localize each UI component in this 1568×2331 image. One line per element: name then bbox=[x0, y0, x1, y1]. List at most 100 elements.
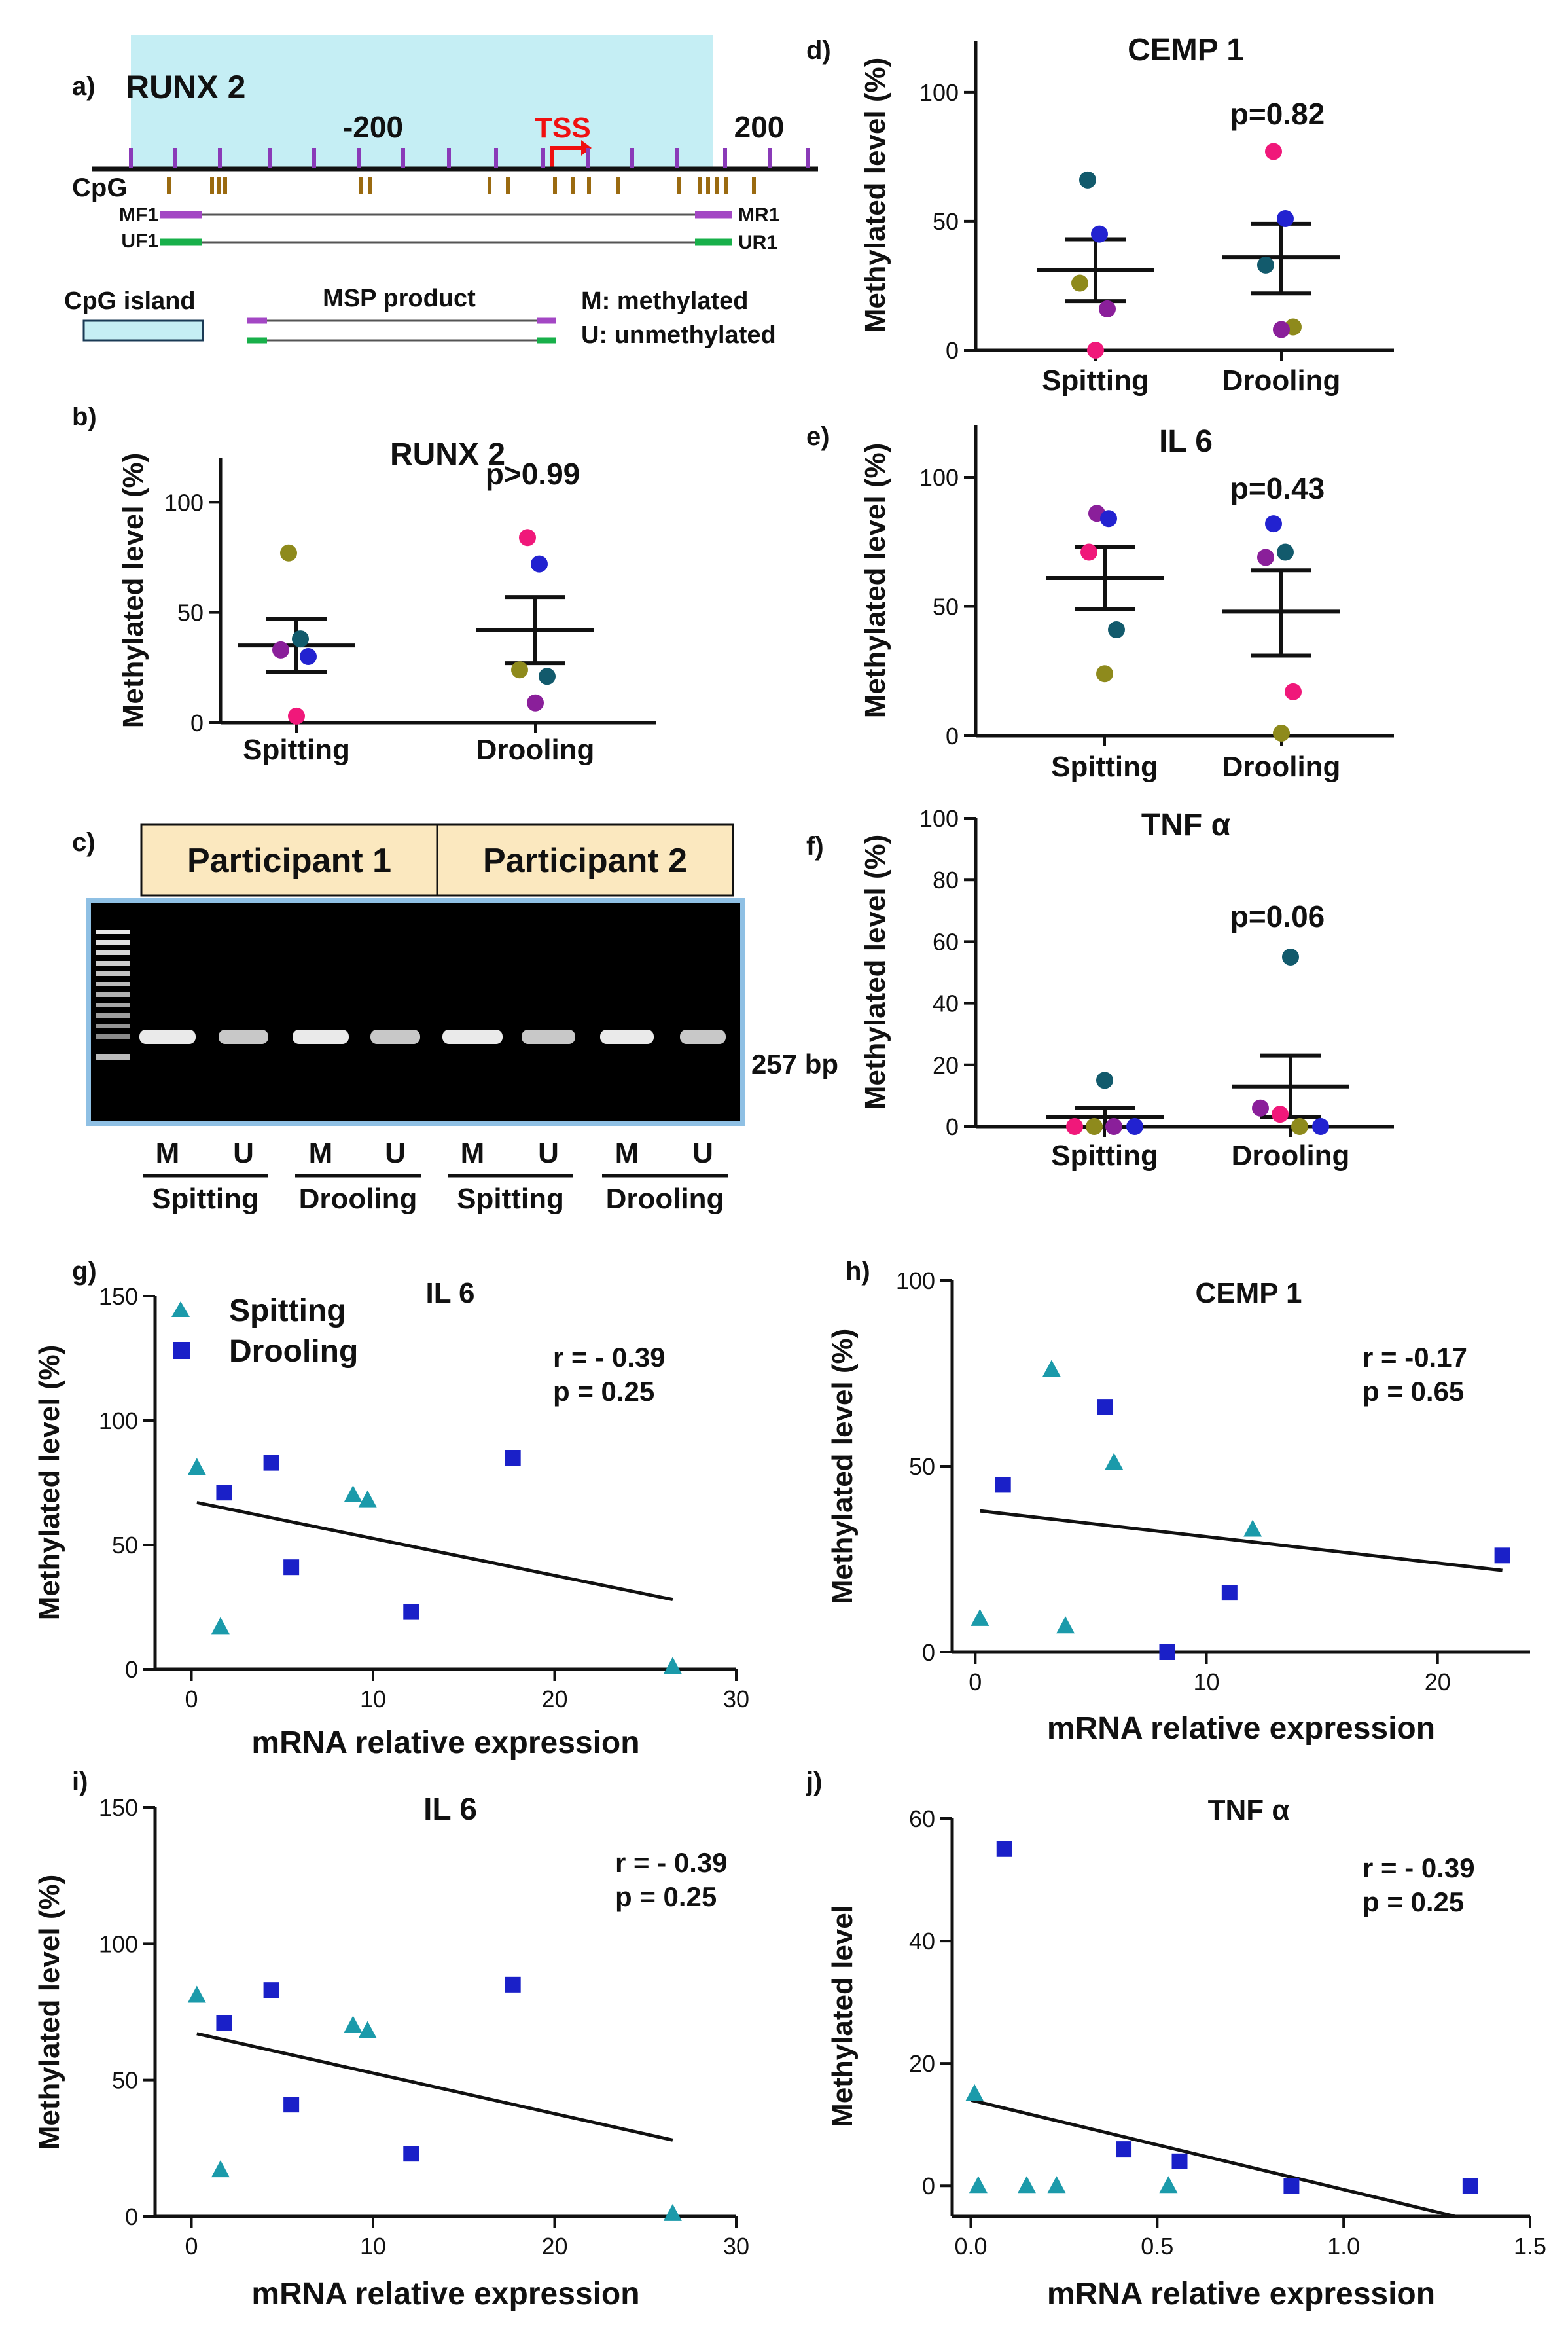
x-axis-label: mRNA relative expression bbox=[251, 1726, 639, 1760]
spitting-point bbox=[969, 2176, 988, 2194]
lane-label: U bbox=[538, 1137, 559, 1169]
legend-msp-label: MSP product bbox=[323, 285, 476, 312]
legend-unmethylated: U: unmethylated bbox=[581, 321, 776, 349]
gel-band bbox=[680, 1030, 726, 1044]
y-axis-label: Methylated level (%) bbox=[859, 443, 891, 719]
category-label: Spitting bbox=[1051, 751, 1158, 783]
y-tick-label: 100 bbox=[99, 1930, 138, 1957]
drooling-point bbox=[403, 1604, 419, 1620]
band-size-label: 257 bp bbox=[751, 1049, 838, 1079]
y-axis-label: Methylated level (%) bbox=[33, 1345, 65, 1621]
drooling-point bbox=[216, 1485, 232, 1501]
gene-title-runx2: RUNX 2 bbox=[126, 69, 245, 105]
y-tick-label: 0 bbox=[922, 1639, 935, 1666]
ladder-band bbox=[96, 961, 130, 966]
spitting-point bbox=[187, 1985, 206, 2003]
spitting-point bbox=[344, 1485, 363, 1502]
stat-annotation: p = 0.25 bbox=[1363, 1887, 1464, 1917]
primer-mf1-label: MF1 bbox=[119, 204, 158, 226]
panel-label-f: f) bbox=[806, 832, 824, 861]
x-tick-label: 0 bbox=[185, 2233, 198, 2260]
spitting-point bbox=[663, 1657, 682, 1674]
x-tick-label: 20 bbox=[541, 2233, 567, 2260]
x-tick-label: 0.5 bbox=[1141, 2233, 1173, 2260]
data-point bbox=[1096, 665, 1113, 683]
data-point bbox=[292, 630, 309, 648]
ladder-band bbox=[96, 1024, 130, 1028]
lane-label: M bbox=[156, 1137, 180, 1169]
drooling-point bbox=[263, 1982, 279, 1998]
y-tick-label: 0 bbox=[125, 1656, 138, 1683]
y-tick-label: 40 bbox=[909, 1928, 935, 1955]
drooling-point bbox=[1097, 1399, 1113, 1415]
ladder-band bbox=[96, 1013, 130, 1018]
gel-image bbox=[86, 898, 745, 1126]
x-tick-label: 0 bbox=[969, 1669, 982, 1695]
tss-label: TSS bbox=[535, 112, 591, 144]
y-tick-label: 100 bbox=[99, 1407, 138, 1434]
panel-label-h: h) bbox=[846, 1257, 870, 1286]
regression-line bbox=[980, 1509, 1503, 1572]
spitting-point bbox=[211, 2160, 230, 2178]
spitting-point bbox=[1105, 1453, 1124, 1470]
lane-label: U bbox=[233, 1137, 254, 1169]
chart-title: IL 6 bbox=[1159, 424, 1213, 459]
primer-mr1-label: MR1 bbox=[738, 204, 779, 226]
panel-label-e: e) bbox=[806, 422, 830, 451]
y-tick-label: 50 bbox=[933, 594, 959, 621]
spitting-point bbox=[1047, 2176, 1066, 2194]
x-tick-label: 30 bbox=[723, 2233, 749, 2260]
drooling-point bbox=[1171, 2153, 1188, 2169]
drooling-point bbox=[1116, 2141, 1132, 2158]
drooling-point bbox=[283, 2097, 300, 2113]
y-tick-label: 0 bbox=[946, 723, 959, 750]
category-label: Drooling bbox=[1222, 751, 1341, 783]
drooling-point bbox=[505, 1450, 521, 1466]
spitting-point bbox=[211, 1617, 230, 1635]
data-point bbox=[1272, 1106, 1289, 1123]
data-point bbox=[280, 544, 297, 562]
y-tick-label: 50 bbox=[177, 600, 204, 626]
panel-label-i: i) bbox=[72, 1767, 88, 1796]
y-tick-label: 150 bbox=[99, 1794, 138, 1821]
data-point bbox=[1277, 543, 1294, 561]
y-tick-label: 60 bbox=[933, 928, 959, 955]
spitting-point bbox=[187, 1458, 206, 1475]
chart-title: TNF α bbox=[1208, 1794, 1290, 1826]
y-tick-label: 60 bbox=[909, 1805, 935, 1832]
y-tick-label: 50 bbox=[933, 208, 959, 235]
data-point bbox=[1126, 1118, 1143, 1135]
ladder-band bbox=[96, 940, 130, 945]
drooling-point bbox=[283, 1559, 300, 1576]
tss-arrow-icon bbox=[550, 146, 582, 169]
spitting-point bbox=[344, 2015, 363, 2033]
y-tick-label: 50 bbox=[112, 1532, 138, 1559]
drooling-point bbox=[216, 2015, 232, 2031]
lane-label: U bbox=[692, 1137, 713, 1169]
chart-panel-f: f) TNF α 0 20 40 60 80 100 Methylated level (%) S… bbox=[806, 805, 1394, 1172]
regression-line bbox=[970, 2098, 1456, 2218]
panel-label-a: a) bbox=[72, 72, 96, 101]
lane-label: M bbox=[615, 1137, 639, 1169]
panel-label-g: g) bbox=[72, 1257, 97, 1286]
data-point bbox=[511, 661, 528, 679]
chart-panel-j: j) TNF α 0 20 40 60 Methylated level 0.0 0.5 1.0 1… bbox=[806, 1767, 1546, 2311]
y-tick-label: 20 bbox=[933, 1052, 959, 1079]
p-value-annotation: p=0.82 bbox=[1230, 97, 1325, 131]
lane-group-labels: Spitting Drooling Spitting Drooling bbox=[143, 1174, 728, 1215]
position-label-200: 200 bbox=[734, 110, 785, 144]
spitting-point bbox=[663, 2203, 682, 2221]
x-tick-label: 0 bbox=[185, 1686, 198, 1712]
data-point bbox=[272, 641, 289, 659]
data-point bbox=[519, 529, 536, 547]
data-point bbox=[1105, 1118, 1122, 1135]
legend-spitting-label: Spitting bbox=[229, 1293, 346, 1328]
chart-title: IL 6 bbox=[425, 1277, 474, 1309]
data-point bbox=[1087, 342, 1104, 359]
data-point bbox=[1079, 171, 1096, 189]
legend-drooling-label: Drooling bbox=[229, 1334, 358, 1369]
chart-panel-h: h) CEMP 1 0 50 100 Methylated level (%) 0 10 20 m… bbox=[827, 1257, 1530, 1746]
lane-label: U bbox=[385, 1137, 406, 1169]
